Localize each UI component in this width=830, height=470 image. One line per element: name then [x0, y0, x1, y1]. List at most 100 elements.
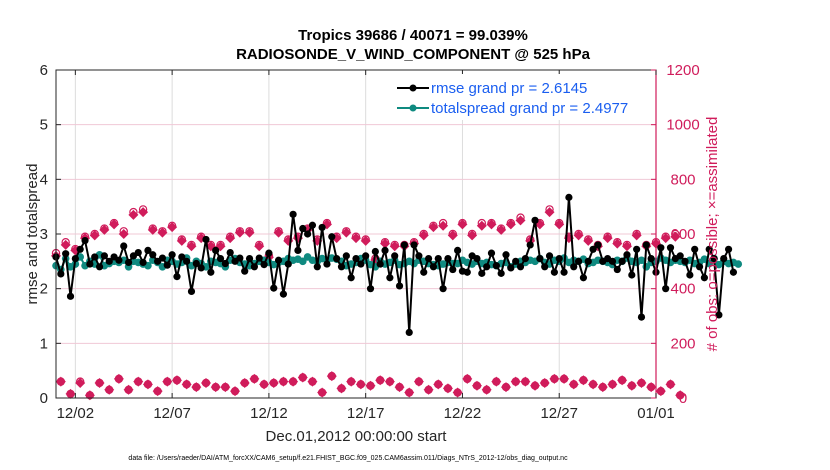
rmse-point [618, 257, 626, 265]
obs-assimilated-marker [346, 376, 357, 387]
obs-assimilated-marker [501, 382, 511, 393]
rmse-point [294, 246, 302, 254]
rmse-point [144, 246, 152, 254]
obs-assimilated-marker [365, 380, 376, 391]
obs-assimilated-marker [123, 384, 134, 395]
totalspread-point [734, 260, 743, 268]
rmse-point [715, 311, 723, 319]
obs-assimilated-marker [210, 382, 221, 393]
rmse-point [91, 253, 99, 261]
rmse-point [492, 262, 500, 270]
obs-assimilated-marker [104, 384, 115, 395]
obs-assimilated-marker [191, 382, 202, 393]
rmse-point [720, 255, 728, 263]
rmse-point [366, 285, 375, 293]
x-axis-ticks: 12/02 12/07 12/12 12/17 12/22 12/27 01/01 [57, 70, 675, 422]
obs-assimilated-marker [476, 220, 487, 231]
rmse-point [516, 263, 525, 271]
data-file-footnote: data file: /Users/raeder/DAI/ATM_forcXX/… [128, 455, 568, 462]
rmse-point [173, 273, 181, 281]
rmse-point [76, 245, 84, 253]
obs-assimilated-marker [413, 376, 424, 387]
obs-assimilated-marker [220, 382, 231, 393]
right-y-tick-label: 0 [679, 390, 687, 407]
obs-assimilated-marker [660, 233, 671, 244]
rmse-point [245, 255, 254, 263]
rmse-point [139, 258, 147, 267]
obs-assimilated-marker [442, 383, 453, 394]
obs-assimilated-marker [249, 373, 260, 384]
rmse-point [168, 251, 176, 259]
obs-assimilated-marker [621, 241, 632, 252]
obs-assimilated-marker [186, 241, 197, 252]
obs-assimilated-marker [234, 227, 245, 238]
y-tick-label: 3 [40, 226, 48, 243]
rmse-point [134, 248, 142, 257]
rmse-point [584, 257, 592, 265]
rmse-point [560, 268, 568, 276]
rmse-point [371, 247, 379, 256]
rmse-point [633, 245, 641, 253]
obs-assimilated-marker [568, 379, 579, 390]
y-tick-label: 4 [40, 171, 48, 188]
rmse-point [545, 252, 554, 260]
rmse-point [299, 224, 307, 233]
y-axis-label: rmse and totalspread [24, 164, 41, 305]
obs-assimilated-marker [230, 386, 241, 397]
obs-assimilated-marker [554, 219, 565, 230]
rmse-point [357, 260, 365, 268]
legend-spread-marker [409, 104, 417, 112]
obs-assimilated-marker [109, 219, 120, 230]
rmse-point [347, 274, 355, 282]
rmse-point [502, 251, 510, 259]
rmse-point [66, 292, 75, 300]
rmse-point [637, 313, 646, 321]
obs-assimilated-marker [326, 371, 337, 382]
rmse-point [115, 256, 123, 264]
obs-assimilated-marker [665, 379, 676, 390]
rmse-point [473, 255, 481, 263]
rmse-point [579, 274, 588, 282]
y-tick-label: 6 [40, 62, 48, 79]
right-y-tick-label: 1200 [666, 62, 699, 79]
right-y-tick-label: 800 [670, 171, 695, 188]
legend-box [384, 74, 654, 120]
obs-assimilated-marker [142, 379, 153, 390]
obs-assimilated-marker [351, 233, 361, 244]
obs-assimilated-marker [118, 229, 129, 239]
rmse-point [570, 263, 578, 271]
rmse-point [333, 255, 341, 263]
obs-assimilated-marker [239, 377, 250, 388]
rmse-point [512, 257, 520, 265]
y-tick-label: 1 [40, 335, 48, 352]
obs-assimilated-marker [583, 235, 594, 246]
rmse-point [483, 263, 491, 271]
y-axis-ticks: 0 1 2 3 4 5 6 [40, 62, 61, 407]
rmse-point [86, 260, 94, 268]
obs-assimilated-marker [418, 230, 429, 241]
rmse-point [337, 263, 346, 271]
rmse-point [149, 251, 157, 259]
rmse-point [183, 257, 191, 265]
rmse-point [550, 268, 558, 276]
obs-assimilated-marker [447, 230, 458, 241]
obs-assimilated-marker [394, 382, 405, 393]
obs-assimilated-marker [539, 377, 550, 388]
x-axis-label: Dec.01,2012 00:00:00 start [266, 428, 448, 445]
obs-assimilated-marker [65, 388, 76, 399]
rmse-point [507, 264, 515, 272]
rmse-point [594, 241, 602, 249]
obs-assimilated-marker [602, 233, 613, 244]
obs-assimilated-marker [491, 376, 502, 387]
rmse-point [589, 245, 597, 253]
x-tick-label: 12/17 [347, 405, 385, 422]
rmse-point [623, 251, 631, 259]
obs-assimilated-marker [515, 215, 526, 226]
obs-assimilated-marker [147, 224, 158, 235]
chart-title-line1: Tropics 39686 / 40071 = 99.039% [298, 27, 528, 44]
obs-assimilated-marker [278, 376, 289, 387]
rmse-point [686, 271, 694, 279]
rmse-point [313, 263, 321, 271]
rmse-point [676, 252, 684, 260]
rmse-point [105, 257, 113, 265]
